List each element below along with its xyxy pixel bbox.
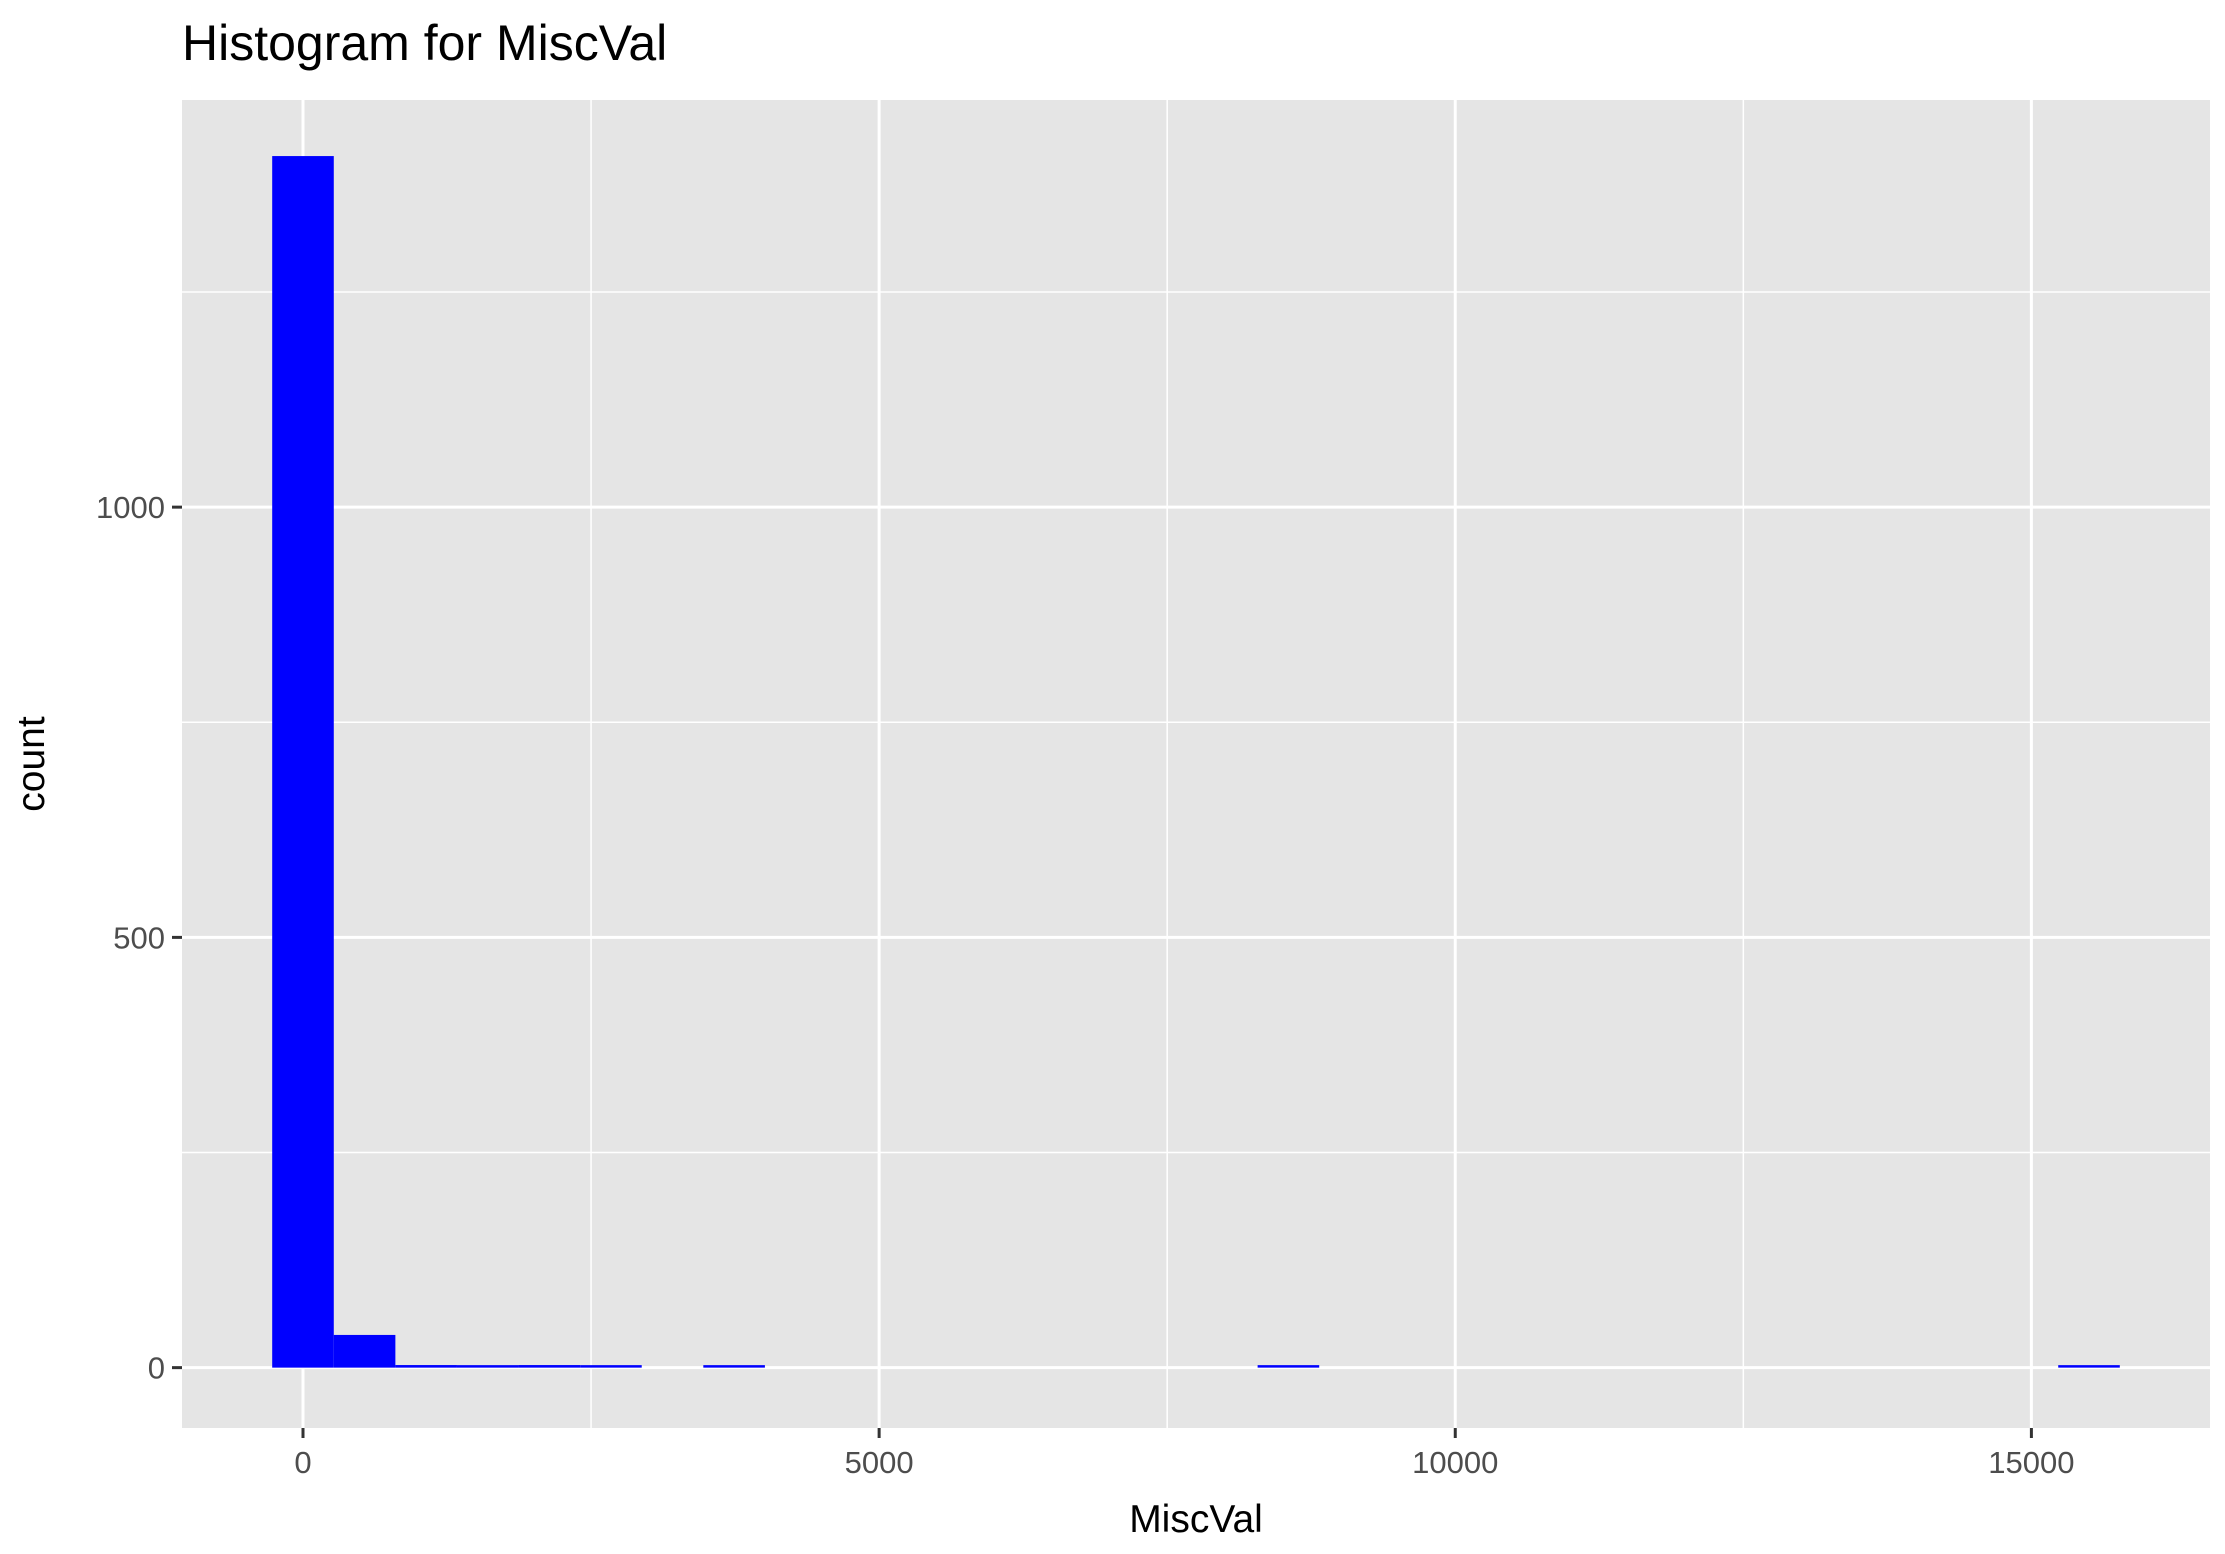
x-tick-label: 0 bbox=[294, 1445, 311, 1480]
histogram-bar bbox=[272, 156, 334, 1368]
plot-panel bbox=[182, 100, 2210, 1428]
histogram-bar bbox=[518, 1365, 581, 1368]
histogram-bar bbox=[2058, 1365, 2120, 1368]
histogram-bar bbox=[580, 1365, 642, 1368]
histogram-bar bbox=[456, 1365, 519, 1368]
y-tick-label: 1000 bbox=[96, 490, 165, 525]
x-tick-label: 15000 bbox=[1988, 1445, 2074, 1480]
histogram-bar bbox=[333, 1334, 396, 1368]
histogram-bar bbox=[1257, 1365, 1320, 1368]
y-axis-title: count bbox=[10, 716, 53, 812]
axes: 0 5000 10000 15000 0 500 1000 bbox=[96, 490, 2074, 1480]
x-tick-label: 5000 bbox=[845, 1445, 914, 1480]
x-tick-label: 10000 bbox=[1412, 1445, 1498, 1480]
chart-title: Histogram for MiscVal bbox=[182, 15, 667, 71]
histogram-bar bbox=[395, 1365, 457, 1368]
histogram-bars bbox=[272, 156, 2120, 1368]
y-tick-label: 0 bbox=[148, 1351, 165, 1386]
y-tick-label: 500 bbox=[113, 920, 165, 955]
histogram-bar bbox=[703, 1365, 765, 1368]
x-axis-title: MiscVal bbox=[1129, 1498, 1263, 1541]
